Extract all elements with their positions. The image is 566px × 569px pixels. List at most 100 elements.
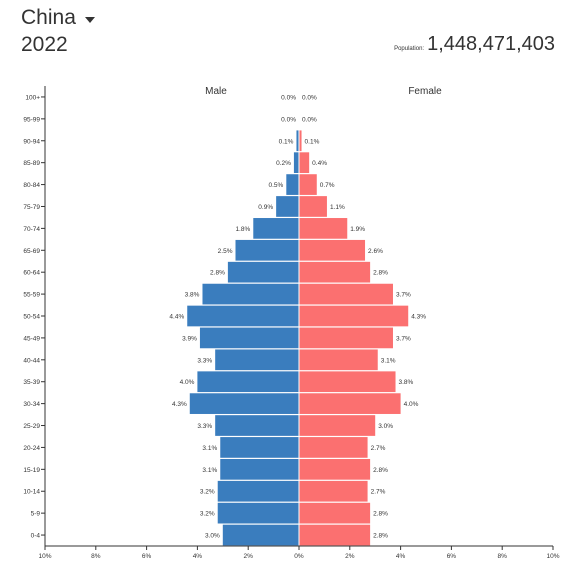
female-bar-50-54	[299, 305, 409, 327]
male-value-label: 1.8%	[235, 226, 250, 233]
female-value-label: 0.0%	[302, 94, 317, 101]
male-value-label: 3.9%	[182, 335, 197, 342]
male-value-label: 3.1%	[202, 467, 217, 474]
male-bar-65-69	[235, 239, 299, 261]
male-value-label: 0.0%	[281, 94, 296, 101]
age-group-label: 10-14	[23, 489, 40, 496]
male-value-label: 4.0%	[180, 379, 195, 386]
female-value-label: 1.9%	[350, 226, 365, 233]
female-bar-5-9	[299, 502, 371, 524]
age-group-label: 95-99	[23, 116, 40, 123]
male-value-label: 0.2%	[276, 160, 291, 167]
female-bar-0-4	[299, 524, 371, 546]
female-bar-80-84	[299, 174, 317, 195]
female-value-label: 2.8%	[373, 467, 388, 474]
male-bar-80-84	[286, 174, 299, 195]
female-value-label: 0.0%	[302, 116, 317, 123]
age-group-label: 50-54	[23, 314, 40, 321]
male-value-label: 3.3%	[197, 423, 212, 430]
male-bar-85-89	[293, 152, 299, 174]
female-value-label: 2.7%	[371, 445, 386, 452]
age-group-label: 0-4	[31, 533, 41, 540]
female-bar-25-29	[299, 415, 376, 436]
female-value-label: 3.1%	[381, 357, 396, 364]
age-group-label: 85-89	[23, 160, 40, 167]
country-dropdown[interactable]: China	[21, 6, 95, 30]
male-value-label: 3.3%	[197, 357, 212, 364]
female-bar-45-49	[299, 327, 393, 349]
female-value-label: 4.0%	[404, 401, 419, 408]
male-value-label: 3.2%	[200, 489, 215, 496]
caret-down-icon	[84, 16, 95, 23]
male-bar-15-19	[220, 458, 299, 480]
female-bar-40-44	[299, 349, 378, 371]
x-tick-label: 2%	[345, 553, 355, 560]
age-group-label: 15-19	[23, 467, 40, 474]
female-bar-70-74	[299, 218, 348, 239]
age-group-label: 65-69	[23, 248, 40, 255]
male-value-label: 4.4%	[169, 314, 184, 321]
male-value-label: 4.3%	[172, 401, 187, 408]
x-tick-label: 6%	[447, 553, 457, 560]
male-bar-90-94	[296, 130, 299, 152]
male-bar-5-9	[217, 502, 299, 524]
year-label[interactable]: 2022	[21, 33, 68, 56]
age-group-label: 5-9	[31, 511, 41, 518]
male-series-title: Male	[205, 86, 227, 97]
female-bar-85-89	[299, 152, 310, 174]
population-label: Population:	[394, 46, 425, 52]
country-name: China	[21, 6, 76, 29]
female-value-label: 0.4%	[312, 160, 327, 167]
male-value-label: 0.5%	[268, 182, 283, 189]
female-value-label: 4.3%	[411, 314, 426, 321]
female-value-label: 2.8%	[373, 511, 388, 518]
female-value-label: 3.8%	[399, 379, 414, 386]
female-bar-10-14	[299, 480, 368, 502]
population-value: 1,448,471,403	[427, 33, 555, 55]
age-group-label: 35-39	[23, 379, 40, 386]
x-tick-label: 8%	[91, 553, 101, 560]
x-tick-label: 10%	[546, 553, 559, 560]
male-value-label: 3.2%	[200, 511, 215, 518]
male-value-label: 3.8%	[185, 292, 200, 299]
male-bar-35-39	[197, 371, 299, 393]
female-bar-75-79	[299, 196, 327, 217]
age-group-label: 30-34	[23, 401, 40, 408]
x-tick-label: 4%	[396, 553, 406, 560]
female-value-label: 2.8%	[373, 270, 388, 277]
x-tick-label: 10%	[38, 553, 51, 560]
age-group-label: 75-79	[23, 204, 40, 211]
age-group-label: 80-84	[23, 182, 40, 189]
female-value-label: 1.1%	[330, 204, 345, 211]
female-value-label: 2.7%	[371, 489, 386, 496]
x-tick-label: 6%	[142, 553, 152, 560]
male-bar-70-74	[253, 218, 299, 239]
x-tick-label: 0%	[294, 553, 304, 560]
male-bar-25-29	[215, 415, 299, 436]
female-value-label: 2.8%	[373, 533, 388, 540]
female-value-label: 3.7%	[396, 292, 411, 299]
female-value-label: 3.7%	[396, 335, 411, 342]
x-tick-label: 4%	[193, 553, 203, 560]
female-bar-20-24	[299, 437, 368, 458]
age-group-label: 45-49	[23, 335, 40, 342]
female-bar-90-94	[299, 130, 302, 152]
male-bar-40-44	[215, 349, 299, 371]
male-bar-60-64	[227, 261, 299, 283]
female-value-label: 0.7%	[320, 182, 335, 189]
male-value-label: 3.0%	[205, 533, 220, 540]
female-value-label: 2.6%	[368, 248, 383, 255]
male-bar-10-14	[217, 480, 299, 502]
male-value-label: 0.1%	[279, 138, 294, 145]
x-tick-label: 8%	[497, 553, 507, 560]
male-bar-45-49	[199, 327, 299, 349]
male-bar-0-4	[222, 524, 299, 546]
age-group-label: 40-44	[23, 357, 40, 364]
male-value-label: 0.9%	[258, 204, 273, 211]
age-group-label: 90-94	[23, 138, 40, 145]
male-bar-75-79	[276, 196, 299, 217]
female-value-label: 0.1%	[305, 138, 320, 145]
male-value-label: 3.1%	[202, 445, 217, 452]
male-bar-50-54	[187, 305, 299, 327]
